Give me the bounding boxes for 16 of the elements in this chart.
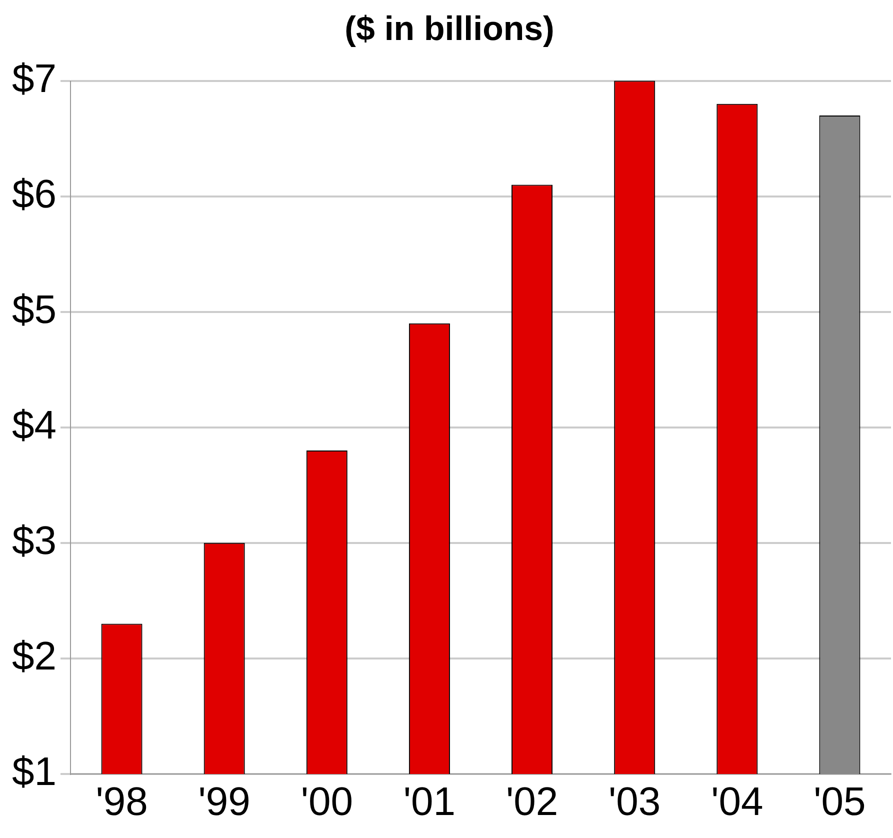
y-tick-label: $6 (12, 172, 56, 216)
x-tick-label: '99 (198, 780, 250, 824)
y-tick-label: $2 (12, 634, 56, 678)
x-tick-label: '05 (814, 780, 866, 824)
y-tick-label: $4 (12, 403, 56, 448)
x-tick-label: '04 (711, 780, 764, 824)
y-tick-label: $7 (12, 56, 56, 101)
chart-title: ($ in billions) (344, 10, 554, 48)
x-tick-label: '00 (300, 780, 353, 824)
y-tick-label: $1 (12, 750, 56, 794)
x-tick-label: '01 (403, 780, 456, 824)
y-tick-label: $5 (12, 288, 56, 332)
y-tick-label: $3 (12, 518, 56, 563)
x-tick-label: '98 (96, 780, 148, 824)
x-tick-label: '02 (506, 780, 558, 824)
x-tick-label: '03 (608, 780, 661, 824)
